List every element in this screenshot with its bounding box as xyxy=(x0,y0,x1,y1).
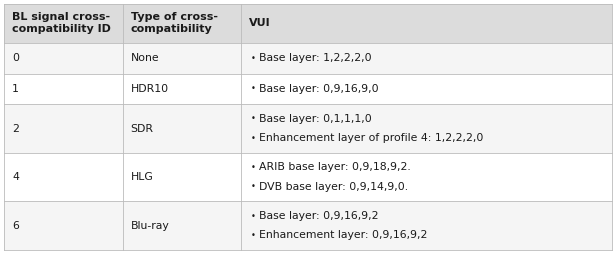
Text: 2: 2 xyxy=(12,124,19,134)
Text: Enhancement layer of profile 4: 1,2,2,2,0: Enhancement layer of profile 4: 1,2,2,2,… xyxy=(259,133,484,143)
Bar xyxy=(123,153,241,201)
Text: Base layer: 1,2,2,2,0: Base layer: 1,2,2,2,0 xyxy=(259,53,371,63)
Text: 1: 1 xyxy=(12,84,19,94)
Text: 6: 6 xyxy=(12,221,19,231)
Text: HLG: HLG xyxy=(131,172,153,182)
Bar xyxy=(241,4,612,43)
Bar xyxy=(4,43,123,74)
Text: Type of cross-
compatibility: Type of cross- compatibility xyxy=(131,12,217,35)
Text: ARIB base layer: 0,9,18,9,2.: ARIB base layer: 0,9,18,9,2. xyxy=(259,163,411,172)
Text: Blu-ray: Blu-ray xyxy=(131,221,169,231)
Text: VUI: VUI xyxy=(249,19,271,28)
Bar xyxy=(4,201,123,250)
Text: Enhancement layer: 0,9,16,9,2: Enhancement layer: 0,9,16,9,2 xyxy=(259,230,428,241)
Text: •: • xyxy=(251,114,256,123)
Text: DVB base layer: 0,9,14,9,0.: DVB base layer: 0,9,14,9,0. xyxy=(259,182,408,192)
Bar xyxy=(4,153,123,201)
Text: None: None xyxy=(131,53,159,63)
Text: •: • xyxy=(251,134,256,143)
Text: •: • xyxy=(251,231,256,240)
Bar xyxy=(241,153,612,201)
Bar xyxy=(241,74,612,104)
Text: BL signal cross-
compatibility ID: BL signal cross- compatibility ID xyxy=(12,12,111,35)
Bar xyxy=(123,201,241,250)
Bar xyxy=(123,4,241,43)
Text: 4: 4 xyxy=(12,172,19,182)
Text: Base layer: 0,9,16,9,0: Base layer: 0,9,16,9,0 xyxy=(259,84,379,94)
Text: •: • xyxy=(251,54,256,63)
Bar xyxy=(4,74,123,104)
Bar xyxy=(123,104,241,153)
Bar xyxy=(123,74,241,104)
Text: HDR10: HDR10 xyxy=(131,84,169,94)
Bar xyxy=(241,43,612,74)
Text: •: • xyxy=(251,163,256,172)
Text: •: • xyxy=(251,182,256,191)
Text: SDR: SDR xyxy=(131,124,153,134)
Bar xyxy=(4,4,123,43)
Text: •: • xyxy=(251,212,256,220)
Bar xyxy=(123,43,241,74)
Text: Base layer: 0,1,1,1,0: Base layer: 0,1,1,1,0 xyxy=(259,114,372,124)
Bar xyxy=(241,201,612,250)
Bar xyxy=(241,104,612,153)
Bar xyxy=(4,104,123,153)
Text: •: • xyxy=(251,85,256,93)
Text: 0: 0 xyxy=(12,53,19,63)
Text: Base layer: 0,9,16,9,2: Base layer: 0,9,16,9,2 xyxy=(259,211,379,221)
